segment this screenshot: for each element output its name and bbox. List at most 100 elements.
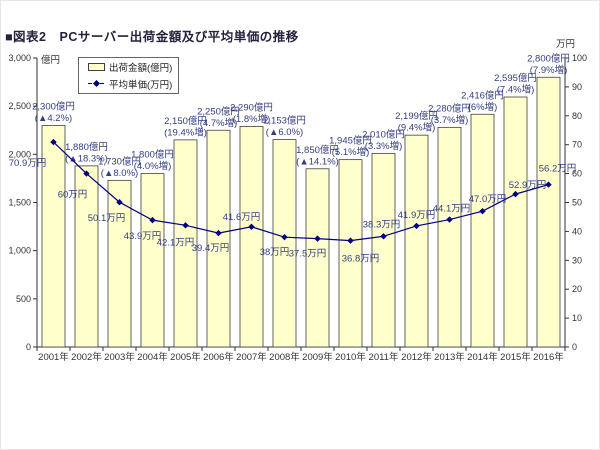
bar-2002年 [74, 165, 99, 348]
bar-value-label: 2,150億円 [164, 115, 207, 127]
line-marker-diamond [182, 222, 189, 229]
bar-value-label: 1,730億円 [98, 155, 141, 167]
axis-right-tick-label: 80 [572, 111, 582, 121]
bar-value-label: 2,595億円 [494, 72, 537, 84]
bar-value-label: 2,153億円 [263, 115, 306, 127]
axis-right-tick-label: 40 [572, 226, 582, 236]
bar-change-label: (4.0%増) [134, 160, 171, 172]
bar-2015年 [503, 96, 528, 348]
x-category-label: 2013年 [434, 351, 465, 363]
legend-item-unit-price: 平均単価(万円) [88, 77, 178, 91]
bar-change-label: (5.1%増) [332, 146, 369, 158]
line-value-label: 44.1万円 [433, 204, 471, 215]
x-category-label: 2015年 [500, 351, 531, 363]
axis-left-tick-label: 2,500 [8, 101, 31, 111]
legend-label-shipment: 出荷金額(億円) [109, 63, 173, 75]
bar-2003年 [107, 179, 132, 348]
line-series-swatch-icon [88, 80, 105, 88]
line-marker-diamond [446, 216, 453, 223]
legend-label-unit-price: 平均単価(万円) [109, 79, 173, 91]
line-value-label: 38万円 [260, 247, 290, 258]
bar-change-label: (▲18.3%) [65, 153, 108, 164]
bar-value-label: 2,300億円 [32, 100, 75, 112]
axis-right-unit: 万円 [556, 39, 576, 50]
x-category-label: 2006年 [203, 351, 234, 363]
bar-value-label: 1,850億円 [296, 144, 339, 156]
chart-title: ■図表2 PCサーバー出荷金額及び平均単価の推移 [5, 30, 299, 44]
bar-2016年 [536, 76, 561, 348]
bar-change-label: (▲6.0%) [266, 127, 303, 138]
line-marker-diamond [149, 216, 156, 224]
bar-value-label: 2,290億円 [230, 101, 273, 113]
line-value-label: 52.9万円 [509, 180, 547, 191]
line-marker-diamond [83, 170, 90, 177]
bar-2014年 [470, 113, 495, 348]
line-marker-diamond [347, 237, 354, 244]
bar-change-label: (4.7%増) [200, 117, 237, 129]
x-category-label: 2012年 [401, 351, 432, 363]
line-value-label: 47.0万円 [469, 194, 507, 205]
bar-value-label: 1,800億円 [131, 149, 174, 161]
bar-change-label: (7.9%増) [530, 64, 567, 76]
line-value-label: 38.3万円 [363, 219, 401, 230]
x-category-label: 2002年 [71, 351, 102, 363]
line-marker-diamond [314, 235, 321, 242]
line-value-label: 50.1万円 [88, 213, 126, 224]
line-marker-diamond [215, 229, 222, 237]
axis-left-tick-label: 2,000 [8, 149, 31, 159]
axis-right-tick-label: 60 [572, 169, 582, 179]
line-marker-diamond [116, 199, 123, 206]
line-value-label: 39.4万円 [192, 243, 230, 254]
axis-right-tick-label: 20 [572, 284, 582, 294]
bar-2001年 [41, 125, 66, 348]
bar-value-label: 1,945億円 [329, 135, 372, 147]
axis-right-tick-label: 90 [572, 82, 582, 92]
unit-price-line [53, 141, 549, 242]
x-category-label: 2003年 [104, 351, 135, 363]
line-swatch-diamond [92, 80, 101, 88]
line-value-label: 70.9万円 [9, 158, 47, 169]
axis-left-tick-label: 1,500 [8, 198, 31, 208]
line-marker-diamond [248, 223, 255, 230]
bar-change-label: (6%増) [468, 101, 498, 113]
bar-2011年 [371, 152, 396, 348]
x-category-label: 2011年 [369, 351, 399, 363]
bar-change-label: (9.4%増) [398, 122, 435, 134]
axis-right-tick-label: 0 [572, 342, 577, 352]
axis-left-unit: 億円 [41, 55, 61, 66]
line-marker-diamond [50, 138, 57, 146]
bar-change-label: (▲8.0%) [101, 168, 138, 179]
bar-2008年 [272, 139, 297, 348]
bar-series-swatch-icon [88, 63, 105, 72]
bar-2006年 [206, 129, 231, 348]
line-marker-diamond [281, 233, 288, 241]
x-category-label: 2016年 [533, 351, 564, 363]
bar-change-label: (7.4%増) [497, 84, 534, 96]
line-value-label: 36.8万円 [342, 254, 380, 265]
axis-right-tick-label: 100 [572, 53, 587, 63]
bar-value-label: 2,800億円 [527, 52, 570, 64]
line-marker-diamond [380, 233, 387, 240]
line-value-label: 41.6万円 [223, 212, 261, 223]
bar-change-label: (3.3%増) [365, 140, 402, 152]
x-category-label: 2007年 [236, 351, 267, 363]
line-value-label: 60万円 [58, 190, 88, 201]
axis-right-tick-label: 50 [572, 198, 582, 208]
bar-change-label: (▲14.1%) [296, 156, 339, 167]
axis-left-tick-label: 3,000 [8, 53, 31, 63]
bar-2009年 [305, 168, 330, 348]
x-category-label: 2001年 [38, 351, 69, 363]
line-marker-diamond [512, 190, 519, 198]
axis-right-tick-label: 30 [572, 255, 582, 265]
x-category-label: 2008年 [269, 351, 300, 363]
axis-left-tick-label: 1,000 [8, 246, 31, 256]
x-category-label: 2004年 [137, 351, 168, 363]
axis-right-tick-label: 10 [572, 313, 582, 323]
x-category-label: 2014年 [467, 351, 498, 363]
x-category-label: 2010年 [335, 351, 366, 363]
line-value-label: 42.1万円 [157, 237, 195, 248]
axis-left-tick-label: 0 [26, 342, 31, 352]
bar-value-label: 2,416億円 [461, 89, 504, 101]
